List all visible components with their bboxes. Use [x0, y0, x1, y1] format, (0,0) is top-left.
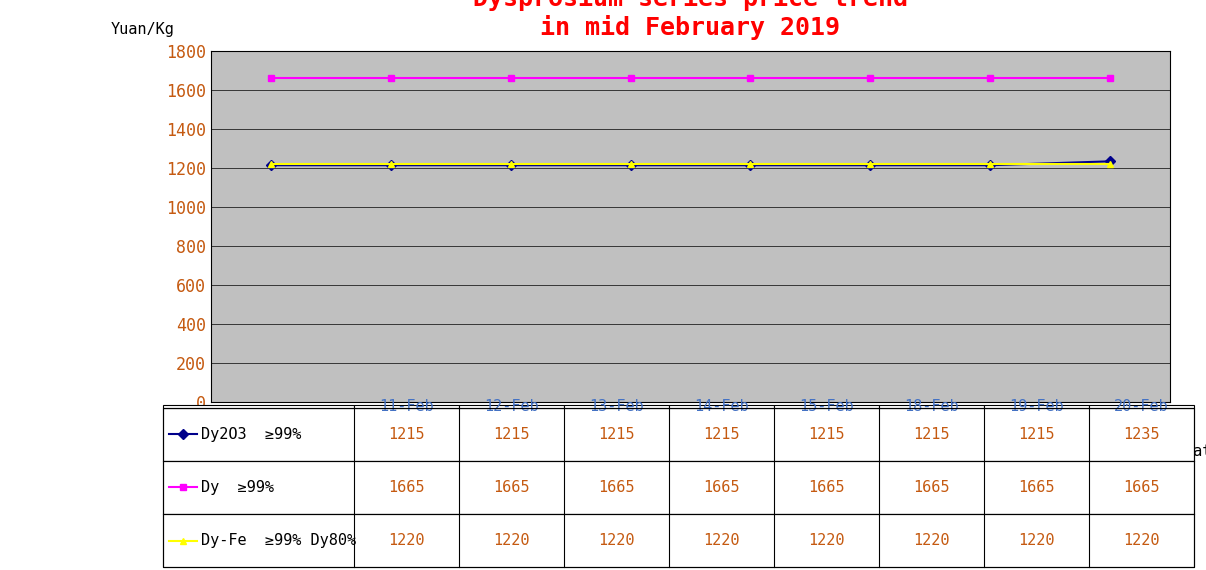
- Text: 1220: 1220: [808, 533, 844, 548]
- Text: 1220: 1220: [598, 533, 634, 548]
- Text: 1215: 1215: [493, 427, 529, 442]
- Text: 1215: 1215: [598, 427, 634, 442]
- Text: 1665: 1665: [913, 480, 949, 495]
- Text: 12-Feb: 12-Feb: [484, 398, 539, 414]
- Text: 15-Feb: 15-Feb: [798, 398, 854, 414]
- Text: 1215: 1215: [1018, 427, 1054, 442]
- Text: 1665: 1665: [703, 480, 739, 495]
- Text: 1220: 1220: [703, 533, 739, 548]
- Title: Dysprosium series price trend
in mid February 2019: Dysprosium series price trend in mid Feb…: [473, 0, 908, 40]
- Text: 1665: 1665: [388, 480, 425, 495]
- Text: 1665: 1665: [493, 480, 529, 495]
- Text: 1665: 1665: [598, 480, 634, 495]
- Bar: [1089, 405, 1194, 408]
- Text: 1215: 1215: [913, 427, 949, 442]
- Text: Date: Date: [1184, 444, 1206, 459]
- Text: 1220: 1220: [1123, 533, 1160, 548]
- Text: 1215: 1215: [703, 427, 739, 442]
- Text: Yuan/Kg: Yuan/Kg: [111, 22, 174, 37]
- Text: 11-Feb: 11-Feb: [379, 398, 433, 414]
- Text: 1665: 1665: [1018, 480, 1054, 495]
- Bar: [353, 405, 458, 408]
- Text: 1220: 1220: [1018, 533, 1054, 548]
- Bar: [458, 405, 563, 408]
- Bar: [984, 405, 1089, 408]
- Text: 13-Feb: 13-Feb: [589, 398, 644, 414]
- Text: Dy  ≥99%: Dy ≥99%: [201, 480, 275, 495]
- Text: 1220: 1220: [493, 533, 529, 548]
- Text: Dy2O3  ≥99%: Dy2O3 ≥99%: [201, 427, 302, 442]
- Text: 1220: 1220: [913, 533, 949, 548]
- Bar: [163, 514, 1194, 567]
- Text: 1220: 1220: [388, 533, 425, 548]
- Bar: [668, 405, 774, 408]
- Bar: [163, 408, 1194, 567]
- Text: Dy-Fe  ≥99% Dy80%: Dy-Fe ≥99% Dy80%: [201, 533, 357, 548]
- Bar: [879, 405, 984, 408]
- Text: 1665: 1665: [1123, 480, 1160, 495]
- Text: 20-Feb: 20-Feb: [1114, 398, 1169, 414]
- Text: 1665: 1665: [808, 480, 844, 495]
- Text: 1215: 1215: [808, 427, 844, 442]
- Text: 18-Feb: 18-Feb: [904, 398, 959, 414]
- Text: 1235: 1235: [1123, 427, 1160, 442]
- Bar: [563, 405, 668, 408]
- Bar: [163, 408, 1194, 461]
- Text: 19-Feb: 19-Feb: [1009, 398, 1064, 414]
- Text: 1215: 1215: [388, 427, 425, 442]
- Bar: [163, 461, 1194, 514]
- Bar: [163, 405, 353, 408]
- Text: 14-Feb: 14-Feb: [693, 398, 749, 414]
- Bar: [774, 405, 879, 408]
